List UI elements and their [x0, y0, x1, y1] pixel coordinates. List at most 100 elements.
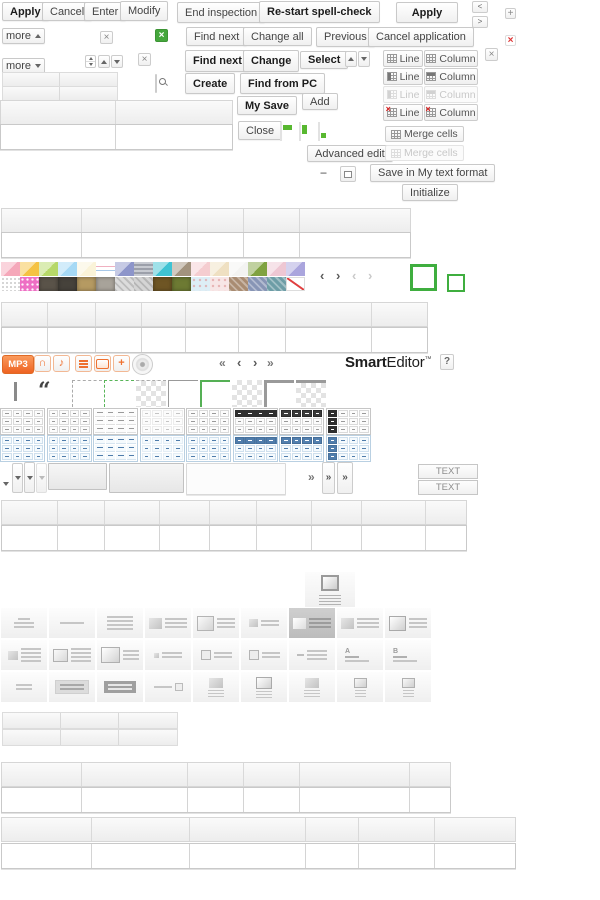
search-icon[interactable] — [155, 74, 157, 93]
tab[interactable] — [3, 730, 61, 745]
tab[interactable] — [96, 303, 142, 326]
expand-button[interactable]: » — [322, 462, 335, 494]
dropdown-box[interactable] — [109, 463, 184, 493]
table-style-preview[interactable] — [139, 435, 185, 462]
tab[interactable] — [312, 501, 362, 524]
more-up-button[interactable]: more — [2, 28, 45, 44]
tab[interactable] — [210, 501, 257, 524]
tab[interactable] — [82, 209, 188, 232]
color-swatch[interactable] — [267, 262, 286, 276]
spinner-down[interactable] — [86, 62, 95, 67]
chevron-left-icon[interactable]: ‹ — [237, 355, 242, 370]
layout-template-icon[interactable] — [145, 672, 191, 702]
tab[interactable] — [426, 526, 466, 550]
layout-template-icon[interactable] — [97, 608, 143, 638]
tab[interactable] — [2, 788, 82, 812]
tab[interactable] — [142, 303, 186, 326]
vertical-rule-preview[interactable] — [14, 382, 17, 401]
color-swatch[interactable] — [248, 262, 267, 276]
layout-template-icon[interactable] — [49, 640, 95, 670]
tab[interactable] — [239, 303, 286, 326]
table-style-preview[interactable] — [0, 435, 45, 462]
align-list-icon-3[interactable] — [318, 122, 320, 141]
tab[interactable] — [257, 526, 312, 550]
tab[interactable] — [2, 328, 48, 352]
color-swatch[interactable] — [39, 262, 58, 276]
color-swatch[interactable] — [286, 262, 305, 276]
find-from-pc-button[interactable]: Find from PC — [240, 73, 326, 94]
tab[interactable] — [210, 526, 257, 550]
cancel-button[interactable]: Cancel — [42, 2, 93, 21]
chevron-left-icon[interactable]: ‹ — [320, 268, 325, 283]
color-swatch[interactable] — [77, 262, 96, 276]
tab[interactable] — [82, 788, 188, 812]
tab[interactable] — [82, 233, 188, 257]
spinner-up[interactable] — [86, 56, 95, 62]
delete-line-button[interactable]: × Line — [383, 104, 423, 121]
layout-template-icon[interactable] — [289, 608, 335, 638]
layout-template-icon[interactable] — [193, 608, 239, 638]
tab[interactable] — [92, 844, 190, 868]
tab[interactable] — [116, 125, 232, 149]
tab[interactable] — [372, 303, 427, 326]
mp3-button[interactable]: MP3 — [2, 355, 34, 374]
pattern-swatch[interactable] — [248, 277, 267, 291]
layout-template-icon[interactable] — [337, 608, 383, 638]
initialize-button[interactable]: Initialize — [402, 184, 458, 201]
tab[interactable] — [58, 501, 105, 524]
layout-template-icon[interactable] — [1, 608, 47, 638]
pattern-swatch[interactable] — [20, 277, 39, 291]
arrow-up-button[interactable] — [98, 55, 110, 68]
tab[interactable] — [435, 818, 515, 841]
tab[interactable] — [300, 763, 410, 786]
text-mode-button[interactable]: TEXT — [418, 464, 478, 479]
arrow-down-button[interactable] — [111, 55, 123, 68]
delete-column-button[interactable]: × Column — [424, 104, 478, 121]
tab[interactable] — [300, 788, 410, 812]
close-icon-red[interactable]: × — [505, 35, 516, 46]
tab[interactable] — [60, 73, 117, 86]
close-icon[interactable]: × — [485, 48, 498, 61]
tab[interactable] — [48, 328, 96, 352]
merge-cells-button[interactable]: Merge cells — [385, 126, 464, 142]
color-swatch[interactable] — [1, 262, 20, 276]
pattern-swatch[interactable] — [39, 277, 58, 291]
dropdown-button-2[interactable] — [24, 462, 35, 493]
blockquote-icon[interactable]: “ — [38, 378, 51, 404]
pattern-swatch[interactable] — [229, 277, 248, 291]
save-my-text-format-button[interactable]: Save in My text format — [370, 164, 496, 182]
layout-template-icon[interactable] — [49, 672, 95, 702]
table-style-preview[interactable] — [93, 408, 138, 435]
dropdown-box[interactable] — [186, 463, 286, 495]
dropdown-arrow-icon[interactable] — [3, 473, 9, 491]
color-swatch[interactable] — [210, 262, 229, 276]
color-swatch[interactable] — [153, 262, 172, 276]
dropdown-box[interactable] — [48, 463, 107, 490]
find-next-button[interactable]: Find next — [186, 27, 248, 46]
color-swatch[interactable] — [58, 262, 77, 276]
layout-template-icon[interactable] — [289, 640, 335, 670]
tab[interactable] — [300, 209, 410, 232]
layout-template-icon[interactable] — [193, 672, 239, 702]
chevron-right-icon[interactable]: › — [336, 268, 341, 283]
tab[interactable] — [190, 844, 306, 868]
table-style-preview[interactable] — [325, 408, 371, 435]
table-style-preview[interactable] — [186, 408, 231, 435]
insert-line-button[interactable]: Line — [383, 68, 423, 85]
tab[interactable] — [244, 788, 300, 812]
color-swatch[interactable] — [229, 262, 248, 276]
table-style-preview[interactable] — [279, 408, 324, 435]
dropdown-button-3[interactable] — [36, 463, 47, 493]
tv-icon[interactable] — [94, 355, 111, 372]
select-button[interactable]: Select — [300, 51, 349, 69]
minus-icon[interactable]: − — [320, 166, 328, 180]
layout-template-icon[interactable] — [193, 640, 239, 670]
tab[interactable] — [244, 763, 300, 786]
tab[interactable] — [2, 818, 92, 841]
pattern-swatch[interactable] — [134, 277, 153, 291]
tab[interactable] — [362, 501, 426, 524]
spinner-control[interactable] — [85, 55, 96, 68]
pattern-swatch[interactable] — [153, 277, 172, 291]
tab[interactable] — [410, 763, 450, 786]
tab[interactable] — [3, 73, 60, 86]
